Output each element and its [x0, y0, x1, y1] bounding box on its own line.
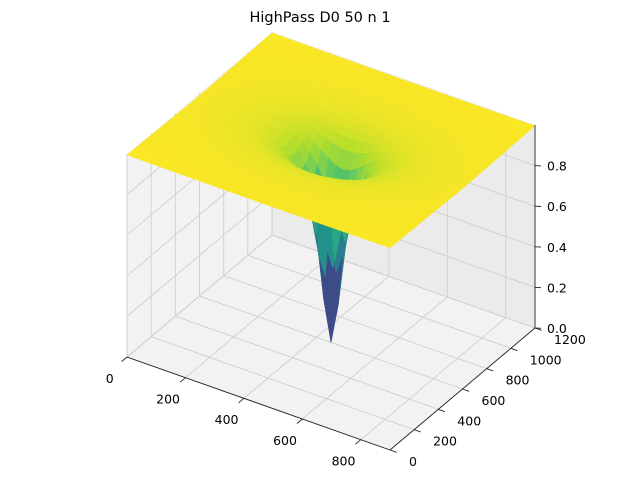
x-tick — [121, 356, 128, 362]
z-tick-label: 0.8 — [547, 159, 567, 174]
x-tick-label: 200 — [156, 392, 180, 407]
y-tick-label: 200 — [433, 434, 457, 449]
tick-marks — [121, 165, 542, 453]
y-tick — [486, 368, 494, 372]
x-tick-label: 0 — [106, 371, 114, 386]
y-tick-label: 800 — [506, 373, 530, 388]
z-tick-label: 0.4 — [547, 240, 567, 255]
y-tick — [510, 347, 518, 352]
chart-title: HighPass D0 50 n 1 — [249, 10, 390, 26]
x-tick-label: 400 — [215, 412, 239, 427]
y-tick-label: 1200 — [554, 332, 586, 347]
surface-patch — [326, 265, 339, 343]
y-tick-label: 0 — [409, 454, 417, 469]
x-tick — [355, 439, 362, 445]
grid-line-z — [126, 234, 536, 358]
surface-patch — [382, 241, 395, 249]
y-tick-label: 1000 — [530, 352, 562, 367]
x-tick-label: 800 — [332, 454, 356, 469]
y-tick-label: 600 — [482, 393, 506, 408]
y-tick — [389, 449, 397, 453]
z-tick-label: 0.0 — [547, 321, 567, 336]
x-axis-line — [126, 356, 391, 451]
y-tick — [462, 388, 470, 392]
x-tick — [179, 377, 186, 383]
x-tick — [238, 397, 245, 404]
y-tick — [414, 429, 421, 433]
z-tick-label: 0.2 — [547, 280, 567, 295]
y-tick-label: 400 — [457, 413, 481, 428]
x-tick — [296, 418, 303, 424]
z-tick-label: 0.6 — [547, 199, 567, 214]
x-tick-label: 600 — [273, 433, 297, 448]
y-tick — [438, 408, 446, 413]
surface — [126, 32, 536, 343]
